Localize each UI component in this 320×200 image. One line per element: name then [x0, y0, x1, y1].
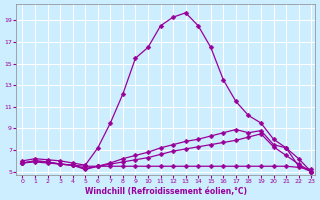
X-axis label: Windchill (Refroidissement éolien,°C): Windchill (Refroidissement éolien,°C) [84, 187, 247, 196]
